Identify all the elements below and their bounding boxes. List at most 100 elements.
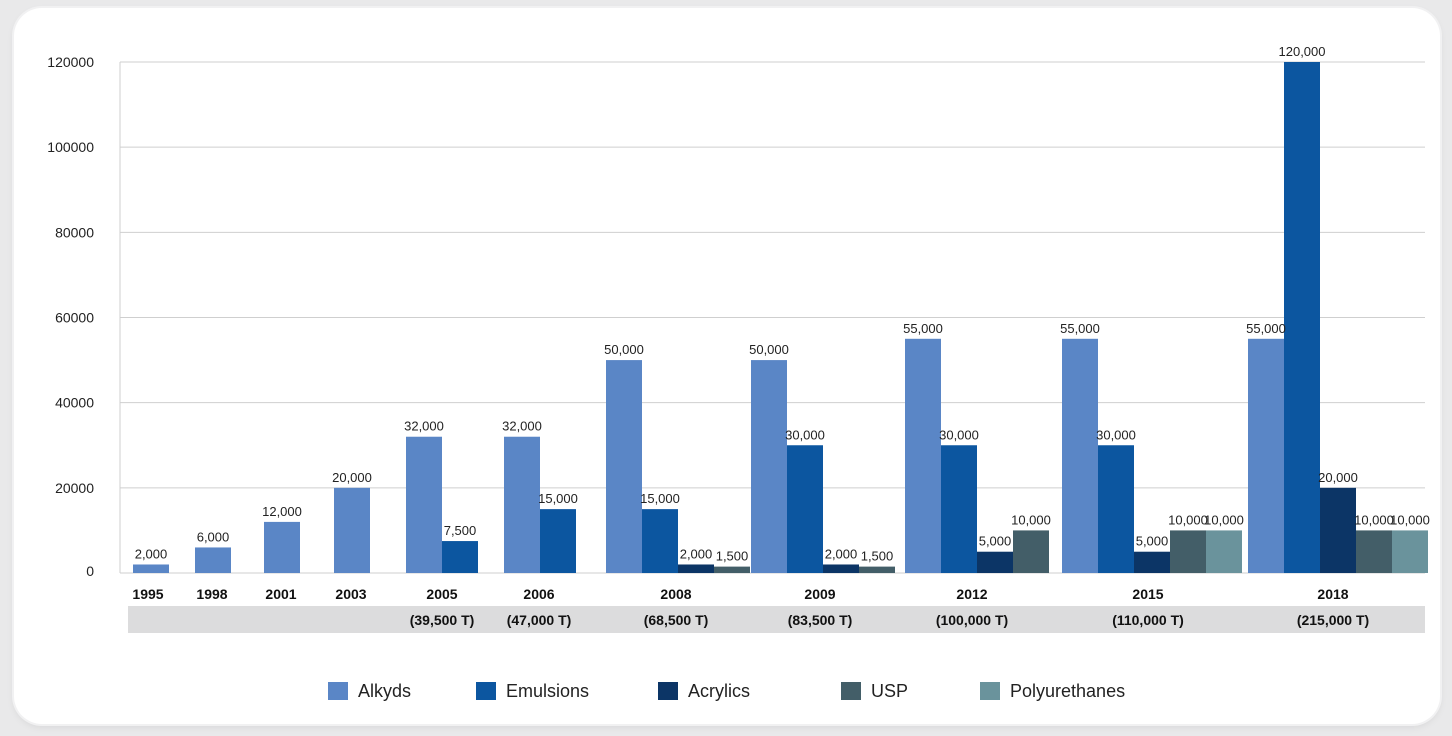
data-label: 20,000: [332, 470, 372, 485]
data-label: 5,000: [979, 534, 1012, 549]
x-tick-label: 2001: [265, 586, 296, 602]
legend: Alkyds Emulsions Acrylics USP Polyurethanes: [328, 681, 1125, 701]
y-tick-label: 60000: [55, 310, 94, 326]
x-tick-label: 2015: [1132, 586, 1163, 602]
x-tick-label: 2005: [426, 586, 457, 602]
bar-alkyds-2005: [406, 436, 442, 573]
bar-acrylics-2012: [977, 551, 1013, 573]
data-label: 10,000: [1168, 512, 1208, 527]
bars: [133, 62, 1428, 573]
bar-usp-2015: [1170, 530, 1206, 573]
data-label: 32,000: [404, 419, 444, 434]
data-label: 10,000: [1390, 512, 1430, 527]
bar-alkyds-2001: [264, 521, 300, 573]
data-label: 30,000: [785, 427, 825, 442]
group-total-label: (39,500 T): [410, 612, 475, 628]
legend-label-polyurethanes: Polyurethanes: [1010, 681, 1125, 701]
data-label: 7,500: [444, 523, 477, 538]
bar-usp-2012: [1013, 530, 1049, 573]
data-label: 15,000: [640, 491, 680, 506]
data-label: 32,000: [502, 419, 542, 434]
value-labels: 2,000 6,000 12,000 20,000 32,000 7,500 32,000 1…: [135, 44, 1430, 564]
bar-alkyds-2018: [1248, 338, 1284, 573]
data-label: 1,500: [861, 549, 894, 564]
chart-card: [14, 8, 1440, 724]
y-tick-label: 20000: [55, 480, 94, 496]
x-tick-label: 2003: [335, 586, 366, 602]
bar-acrylics-2009: [823, 564, 859, 573]
bar-emulsions-2006: [540, 509, 576, 573]
group-total-label: (47,000 T): [507, 612, 572, 628]
data-label: 120,000: [1279, 44, 1326, 59]
data-label: 15,000: [538, 491, 578, 506]
data-label: 30,000: [939, 427, 979, 442]
x-axis-total-band: [128, 606, 1425, 633]
group-total-label: (83,500 T): [788, 612, 853, 628]
x-tick-label: 1995: [132, 586, 163, 602]
x-axis: 1995 1998 2001 2003 2005 (39,500 T) 2006 (47,00…: [132, 586, 1369, 628]
bar-acrylics-2018: [1320, 487, 1356, 573]
bar-usp-2009: [859, 566, 895, 573]
y-axis: 0 20000 40000 60000 80000 100000 120000: [47, 54, 94, 579]
data-label: 50,000: [604, 342, 644, 357]
data-label: 1,500: [716, 549, 749, 564]
x-tick-label: 2008: [660, 586, 691, 602]
y-tick-label: 100000: [47, 139, 94, 155]
legend-label-acrylics: Acrylics: [688, 681, 750, 701]
bar-alkyds-1998: [195, 547, 231, 573]
bar-alkyds-2006: [504, 436, 540, 573]
bar-acrylics-2015: [1134, 551, 1170, 573]
data-label: 10,000: [1354, 512, 1394, 527]
bar-polyurethanes-2015: [1206, 530, 1242, 573]
bar-usp-2018: [1356, 530, 1392, 573]
x-tick-label: 2018: [1317, 586, 1348, 602]
data-label: 55,000: [1060, 321, 1100, 336]
bar-alkyds-2012: [905, 338, 941, 573]
legend-swatch-emulsions: [476, 682, 496, 700]
total-band: [128, 606, 1425, 633]
bar-alkyds-1995: [133, 564, 169, 573]
data-label: 2,000: [825, 546, 858, 561]
bar-alkyds-2008: [606, 360, 642, 573]
bar-acrylics-2008: [678, 564, 714, 573]
y-tick-label: 80000: [55, 224, 94, 240]
bar-polyurethanes-2018: [1392, 530, 1428, 573]
legend-swatch-alkyds: [328, 682, 348, 700]
bar-alkyds-2009: [751, 360, 787, 573]
legend-swatch-usp: [841, 682, 861, 700]
x-tick-label: 2006: [523, 586, 554, 602]
y-tick-label: 40000: [55, 395, 94, 411]
bar-usp-2008: [714, 566, 750, 573]
data-label: 12,000: [262, 504, 302, 519]
data-label: 2,000: [135, 546, 168, 561]
bar-emulsions-2012: [941, 445, 977, 573]
data-label: 6,000: [197, 529, 230, 544]
data-label: 55,000: [903, 321, 943, 336]
data-label: 50,000: [749, 342, 789, 357]
x-tick-label: 1998: [196, 586, 227, 602]
bar-alkyds-2003: [334, 487, 370, 573]
y-tick-label: 120000: [47, 54, 94, 70]
data-label: 55,000: [1246, 321, 1286, 336]
x-tick-label: 2009: [804, 586, 835, 602]
legend-swatch-acrylics: [658, 682, 678, 700]
legend-swatch-polyurethanes: [980, 682, 1000, 700]
group-total-label: (110,000 T): [1112, 612, 1184, 628]
bar-emulsions-2009: [787, 445, 823, 573]
group-total-label: (68,500 T): [644, 612, 709, 628]
group-total-label: (215,000 T): [1297, 612, 1369, 628]
bar-emulsions-2015: [1098, 445, 1134, 573]
group-total-label: (100,000 T): [936, 612, 1008, 628]
bar-alkyds-2015: [1062, 338, 1098, 573]
data-label: 30,000: [1096, 427, 1136, 442]
data-label: 2,000: [680, 546, 713, 561]
y-tick-label: 0: [86, 563, 94, 579]
bar-emulsions-2008: [642, 509, 678, 573]
legend-label-emulsions: Emulsions: [506, 681, 589, 701]
legend-label-alkyds: Alkyds: [358, 681, 411, 701]
data-label: 5,000: [1136, 534, 1169, 549]
bar-emulsions-2018: [1284, 62, 1320, 573]
data-label: 20,000: [1318, 470, 1358, 485]
data-label: 10,000: [1011, 512, 1051, 527]
